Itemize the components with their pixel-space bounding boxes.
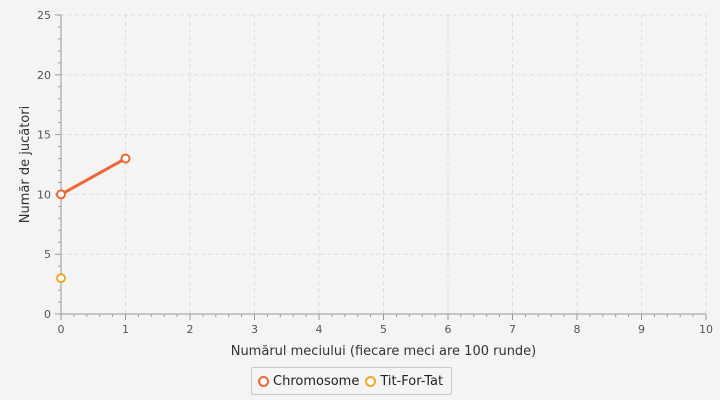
legend-item: Tit-For-Tat <box>365 374 443 389</box>
series-group <box>56 153 131 284</box>
y-tick-label: 0 <box>44 308 51 321</box>
y-tick-label: 25 <box>37 9 51 22</box>
x-tick-label: 3 <box>251 323 258 336</box>
x-tick-label: 1 <box>122 323 129 336</box>
x-tick-label: 10 <box>699 323 713 336</box>
x-tick-label: 8 <box>574 323 581 336</box>
legend-marker-icon <box>258 375 269 387</box>
x-tick-label: 4 <box>316 323 323 336</box>
series-line <box>60 157 127 196</box>
y-axis-title: Număr de jucători <box>18 106 33 223</box>
x-tick-label: 5 <box>380 323 387 336</box>
y-tick-label: 10 <box>37 188 51 201</box>
axes: 0 1 2 3 4 5 6 7 8 9 10 0 5 10 15 20 25 <box>37 9 713 336</box>
y-tick-label: 5 <box>44 248 51 261</box>
x-tick-label: 9 <box>638 323 645 336</box>
line-chart: 0 1 2 3 4 5 6 7 8 9 10 0 5 10 15 20 25 Numărul meciului … <box>18 9 713 359</box>
x-tick-label: 0 <box>58 323 65 336</box>
y-tick-label: 15 <box>37 129 51 142</box>
legend-item: Chromosome <box>258 374 359 389</box>
legend-marker-icon <box>365 375 377 387</box>
data-point <box>56 273 66 284</box>
legend-label: Tit-For-Tat <box>380 373 444 389</box>
data-point <box>56 189 66 200</box>
series-chromosome <box>56 153 131 200</box>
x-tick-label: 2 <box>187 323 194 336</box>
y-tick-label: 20 <box>37 69 51 82</box>
series-tit-for-tat <box>56 273 66 284</box>
chart-legend: Chromosome Tit-For-Tat <box>251 367 453 395</box>
data-point <box>120 153 131 164</box>
grid <box>61 14 707 314</box>
x-axis-title: Numărul meciului (fiecare meci are 100 r… <box>231 344 537 359</box>
x-tick-label: 6 <box>445 323 452 336</box>
x-tick-label: 7 <box>509 323 516 336</box>
legend-label: Chromosome <box>273 373 360 389</box>
